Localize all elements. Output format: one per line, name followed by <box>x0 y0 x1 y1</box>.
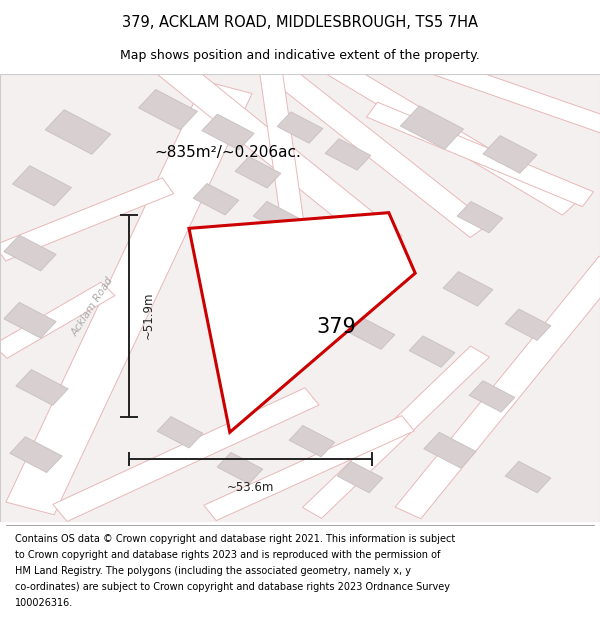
Polygon shape <box>0 178 173 261</box>
Polygon shape <box>204 416 414 521</box>
Polygon shape <box>409 336 455 367</box>
Polygon shape <box>217 452 263 484</box>
Polygon shape <box>325 139 371 170</box>
Polygon shape <box>13 166 71 206</box>
Polygon shape <box>349 318 395 349</box>
Polygon shape <box>395 256 600 519</box>
Polygon shape <box>289 426 335 457</box>
Polygon shape <box>53 388 319 521</box>
Polygon shape <box>427 57 600 135</box>
Text: ~835m²/~0.206ac.: ~835m²/~0.206ac. <box>155 144 301 159</box>
Text: Contains OS data © Crown copyright and database right 2021. This information is : Contains OS data © Crown copyright and d… <box>15 534 455 544</box>
Polygon shape <box>400 106 464 149</box>
Polygon shape <box>45 110 111 154</box>
Polygon shape <box>0 282 115 358</box>
Polygon shape <box>483 136 537 173</box>
Polygon shape <box>289 291 335 322</box>
Polygon shape <box>337 461 383 492</box>
Polygon shape <box>139 89 197 130</box>
Polygon shape <box>193 184 239 215</box>
Polygon shape <box>260 58 490 238</box>
Polygon shape <box>156 56 402 253</box>
Polygon shape <box>505 309 551 341</box>
Polygon shape <box>6 81 252 515</box>
Text: to Crown copyright and database rights 2023 and is reproduced with the permissio: to Crown copyright and database rights 2… <box>15 550 440 560</box>
Polygon shape <box>16 369 68 406</box>
Polygon shape <box>259 64 311 276</box>
Polygon shape <box>323 58 577 215</box>
Text: HM Land Registry. The polygons (including the associated geometry, namely x, y: HM Land Registry. The polygons (includin… <box>15 566 411 576</box>
Text: ~51.9m: ~51.9m <box>142 292 155 339</box>
Polygon shape <box>189 213 415 432</box>
Polygon shape <box>307 228 353 260</box>
Polygon shape <box>457 201 503 233</box>
Polygon shape <box>235 157 281 188</box>
Polygon shape <box>443 272 493 306</box>
Text: 379, ACKLAM ROAD, MIDDLESBROUGH, TS5 7HA: 379, ACKLAM ROAD, MIDDLESBROUGH, TS5 7HA <box>122 14 478 29</box>
Polygon shape <box>277 112 323 143</box>
Polygon shape <box>4 235 56 271</box>
Text: Map shows position and indicative extent of the property.: Map shows position and indicative extent… <box>120 49 480 62</box>
Text: 379: 379 <box>316 317 356 337</box>
Polygon shape <box>424 432 476 468</box>
Text: ~53.6m: ~53.6m <box>227 481 274 494</box>
Polygon shape <box>10 437 62 472</box>
Polygon shape <box>4 302 56 338</box>
Polygon shape <box>253 201 299 233</box>
Text: co-ordinates) are subject to Crown copyright and database rights 2023 Ordnance S: co-ordinates) are subject to Crown copyr… <box>15 582 450 592</box>
Text: Acklam Road: Acklam Road <box>70 276 116 338</box>
Text: 100026316.: 100026316. <box>15 598 73 608</box>
Polygon shape <box>505 461 551 492</box>
Polygon shape <box>469 381 515 412</box>
Polygon shape <box>202 114 254 150</box>
Polygon shape <box>302 346 490 518</box>
Polygon shape <box>367 102 593 207</box>
Polygon shape <box>157 416 203 448</box>
